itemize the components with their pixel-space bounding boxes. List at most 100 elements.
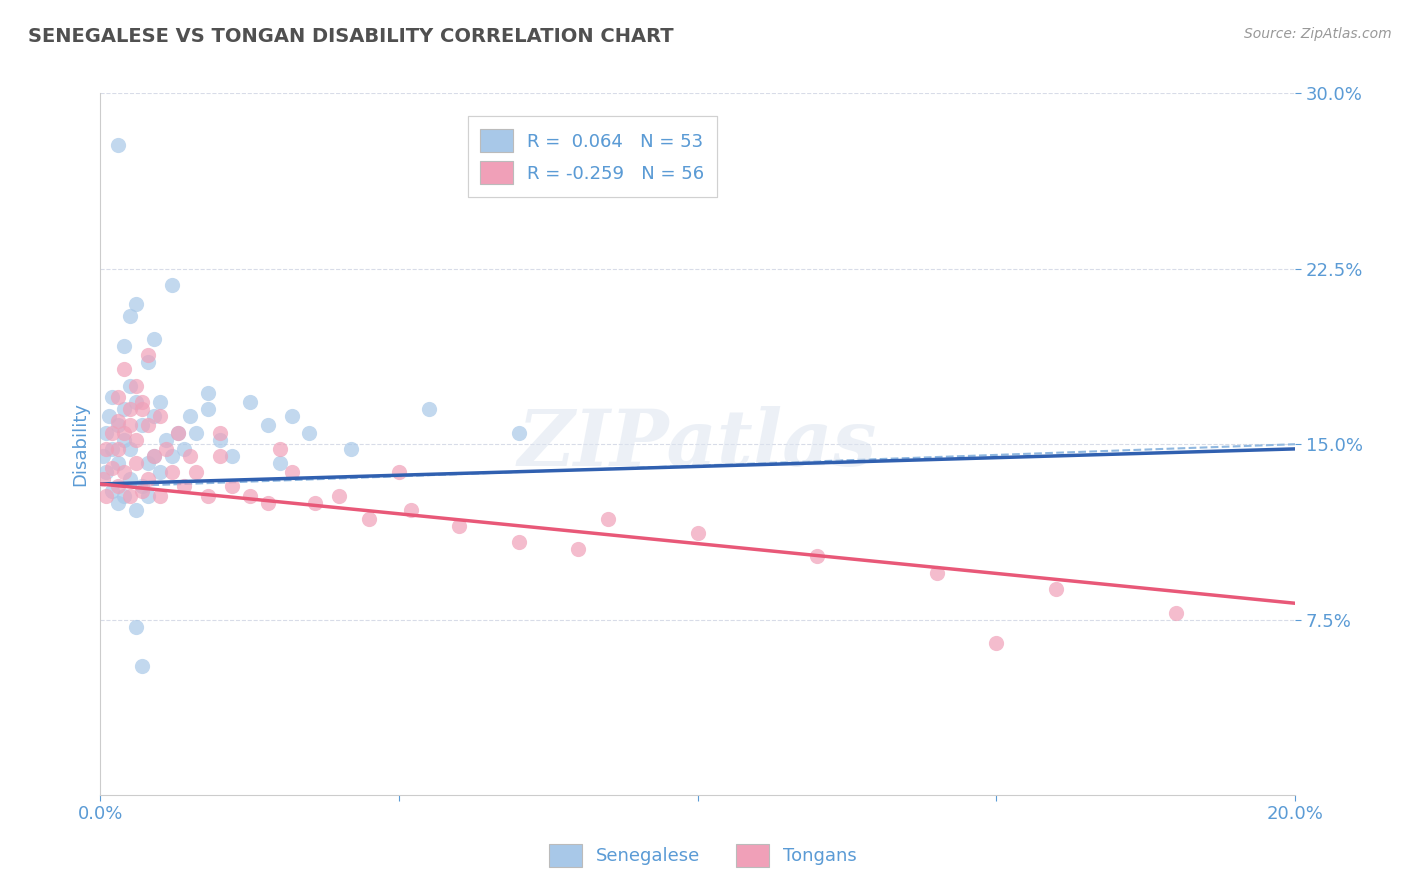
Point (447, 519, 470, 533)
Point (112, 465, 135, 479)
Point (125, 395, 148, 409)
Point (120, 378, 142, 392)
Point (149, 395, 172, 409)
Point (508, 535, 530, 549)
Point (120, 418, 142, 433)
Point (131, 483, 153, 498)
Point (107, 456, 129, 470)
Point (107, 496, 129, 510)
Point (239, 489, 262, 503)
Point (136, 489, 159, 503)
Point (298, 425, 321, 440)
Point (208, 449, 231, 463)
Point (256, 496, 278, 510)
Point (131, 659, 153, 673)
Point (149, 409, 172, 424)
Point (239, 395, 262, 409)
Point (388, 465, 411, 479)
Point (143, 449, 166, 463)
Point (567, 542, 589, 557)
Point (508, 425, 530, 440)
Point (160, 465, 183, 479)
Point (399, 502, 422, 516)
Point (155, 433, 177, 447)
Point (96, 489, 118, 503)
Point (418, 402, 440, 417)
Point (149, 489, 172, 503)
Point (112, 339, 135, 353)
Point (96, 465, 118, 479)
Point (131, 402, 153, 417)
Point (101, 425, 124, 440)
Point (112, 362, 135, 376)
Legend: R =  0.064   N = 53, R = -0.259   N = 56: R = 0.064 N = 53, R = -0.259 N = 56 (468, 117, 717, 197)
Point (120, 489, 142, 503)
Point (280, 409, 302, 424)
Point (136, 348, 159, 362)
Point (125, 297, 148, 311)
Point (173, 479, 195, 493)
Point (184, 425, 207, 440)
Point (131, 418, 153, 433)
Point (359, 512, 381, 526)
Point (112, 425, 135, 440)
Point (208, 425, 231, 440)
Point (686, 526, 709, 541)
Point (173, 442, 195, 456)
Point (1164, 606, 1187, 620)
Point (91, 449, 114, 463)
Point (160, 278, 183, 293)
Point (107, 418, 129, 433)
Point (112, 489, 135, 503)
Point (131, 395, 153, 409)
Point (197, 402, 219, 417)
Point (136, 355, 159, 369)
Point (125, 502, 148, 516)
Text: ZIPatlas: ZIPatlas (517, 406, 877, 483)
Y-axis label: Disability: Disability (72, 402, 89, 486)
Point (143, 332, 166, 346)
Point (269, 442, 291, 456)
Point (806, 549, 828, 564)
Point (221, 479, 243, 493)
Point (120, 442, 142, 456)
Point (269, 456, 291, 470)
Point (340, 442, 363, 456)
Point (91, 472, 114, 486)
Point (197, 385, 219, 400)
Point (256, 418, 278, 433)
Point (125, 433, 148, 447)
Point (120, 472, 142, 486)
Point (107, 414, 129, 428)
Point (280, 465, 302, 479)
Point (107, 391, 129, 405)
Point (160, 449, 183, 463)
Point (197, 489, 219, 503)
Point (167, 425, 190, 440)
Point (149, 465, 172, 479)
Point (167, 425, 190, 440)
Point (107, 137, 129, 152)
Point (179, 409, 201, 424)
Point (101, 391, 124, 405)
Point (120, 402, 142, 417)
Point (125, 378, 148, 392)
Point (155, 442, 177, 456)
Point (328, 489, 350, 503)
Text: Source: ZipAtlas.com: Source: ZipAtlas.com (1244, 27, 1392, 41)
Point (986, 636, 1008, 650)
Point (125, 620, 148, 634)
Point (101, 460, 124, 475)
Point (179, 449, 201, 463)
Text: SENEGALESE VS TONGAN DISABILITY CORRELATION CHART: SENEGALESE VS TONGAN DISABILITY CORRELAT… (28, 27, 673, 45)
Point (131, 479, 153, 493)
Point (107, 479, 129, 493)
Point (96, 425, 118, 440)
Point (101, 442, 124, 456)
Point (136, 456, 159, 470)
Point (96, 442, 118, 456)
Point (304, 496, 326, 510)
Point (136, 472, 159, 486)
Point (184, 465, 207, 479)
Point (101, 483, 124, 498)
